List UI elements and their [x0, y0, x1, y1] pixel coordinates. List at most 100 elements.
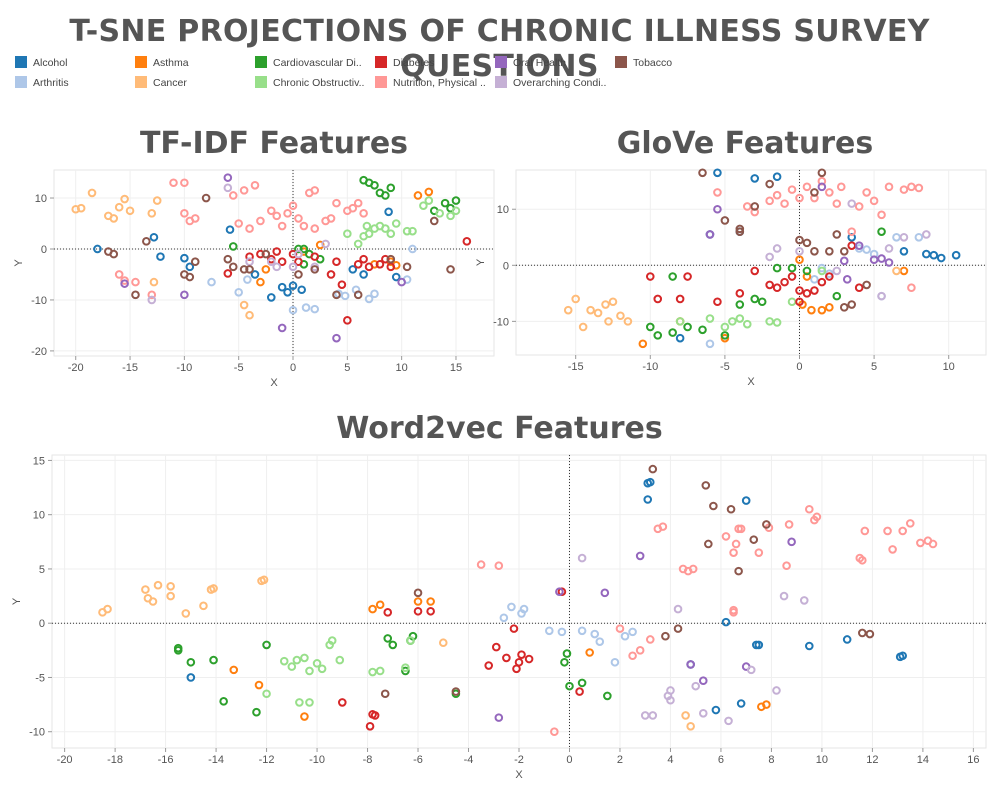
data-point: [862, 245, 871, 254]
data-point: [577, 626, 587, 636]
data-point: [698, 676, 708, 686]
data-point: [578, 322, 588, 332]
data-point: [698, 708, 708, 718]
data-point: [645, 272, 655, 281]
data-point: [862, 280, 871, 290]
data-point: [645, 322, 655, 332]
data-point: [865, 629, 875, 639]
data-point: [114, 202, 124, 212]
legend-label: Oral Health: [513, 57, 567, 69]
data-point: [109, 249, 119, 259]
data-point: [332, 333, 341, 343]
data-point: [283, 288, 292, 297]
legend-item: Chronic Obstructiv..: [255, 76, 364, 92]
data-point: [825, 269, 834, 279]
data-point: [181, 609, 191, 618]
data-point: [413, 191, 423, 200]
data-point: [884, 182, 894, 192]
data-point: [628, 651, 637, 661]
data-point: [283, 209, 292, 218]
data-point: [550, 727, 559, 737]
data-point: [288, 262, 298, 272]
data-point: [668, 328, 677, 337]
data-point: [494, 713, 504, 722]
data-point: [673, 624, 683, 633]
data-point: [315, 240, 325, 250]
data-point: [610, 657, 620, 667]
data-point: [299, 244, 309, 254]
data-point: [147, 290, 157, 300]
data-point: [426, 606, 435, 616]
data-point: [720, 216, 730, 225]
data-point: [812, 512, 822, 522]
data-point: [245, 257, 254, 267]
data-point: [272, 262, 282, 272]
data-point: [332, 290, 341, 300]
data-point: [735, 289, 745, 298]
y-tick-label: 10: [33, 510, 45, 522]
data-point: [899, 232, 909, 242]
data-point: [673, 604, 683, 614]
data-point: [340, 291, 350, 301]
data-point: [615, 624, 625, 633]
data-point: [825, 188, 834, 197]
data-point: [754, 548, 764, 557]
x-axis-label: X: [270, 377, 278, 389]
data-point: [229, 665, 239, 675]
data-point: [653, 331, 663, 340]
data-point: [817, 263, 827, 273]
data-point: [152, 196, 162, 205]
data-point: [832, 230, 842, 239]
data-point: [438, 638, 448, 648]
data-point: [370, 711, 380, 720]
data-point: [854, 241, 864, 250]
data-point: [847, 300, 857, 309]
data-point: [353, 290, 363, 300]
data-point: [585, 648, 594, 657]
data-point: [780, 199, 789, 208]
data-point: [364, 229, 374, 238]
legend-label: Overarching Condi..: [513, 77, 607, 89]
data-point: [795, 235, 804, 245]
data-point: [266, 257, 276, 267]
data-point: [239, 186, 249, 195]
x-tick-label: -16: [158, 754, 174, 766]
panel-title-word2vec: Word2vec Features: [336, 411, 663, 446]
data-point: [762, 520, 771, 529]
data-point: [795, 246, 804, 256]
data-point: [261, 249, 271, 259]
data-point: [750, 202, 760, 211]
x-tick-label: -14: [208, 754, 224, 766]
data-point: [185, 262, 195, 272]
data-point: [359, 270, 368, 279]
data-point: [635, 551, 645, 561]
data-point: [653, 294, 663, 304]
data-point: [799, 596, 809, 605]
data-point: [784, 520, 794, 529]
data-point: [713, 168, 722, 178]
data-point: [698, 168, 707, 178]
legend-swatch: [135, 76, 147, 88]
data-point: [557, 627, 567, 637]
data-point: [353, 259, 363, 269]
y-axis-label: Y: [13, 259, 25, 267]
data-point: [186, 673, 196, 682]
data-point: [877, 227, 886, 236]
y-tick-label: 10: [497, 204, 509, 216]
data-point: [250, 270, 260, 279]
data-point: [817, 266, 827, 276]
data-point: [509, 624, 519, 633]
data-point: [294, 257, 303, 267]
data-point: [765, 252, 774, 262]
data-point: [180, 209, 189, 218]
data-point: [832, 266, 842, 276]
data-point: [491, 642, 501, 652]
data-point: [772, 686, 781, 695]
data-point: [223, 269, 233, 278]
data-point: [239, 300, 249, 310]
data-point: [207, 277, 216, 287]
data-point: [779, 591, 789, 601]
data-point: [734, 566, 743, 576]
data-point: [294, 214, 303, 223]
data-point: [593, 308, 603, 318]
